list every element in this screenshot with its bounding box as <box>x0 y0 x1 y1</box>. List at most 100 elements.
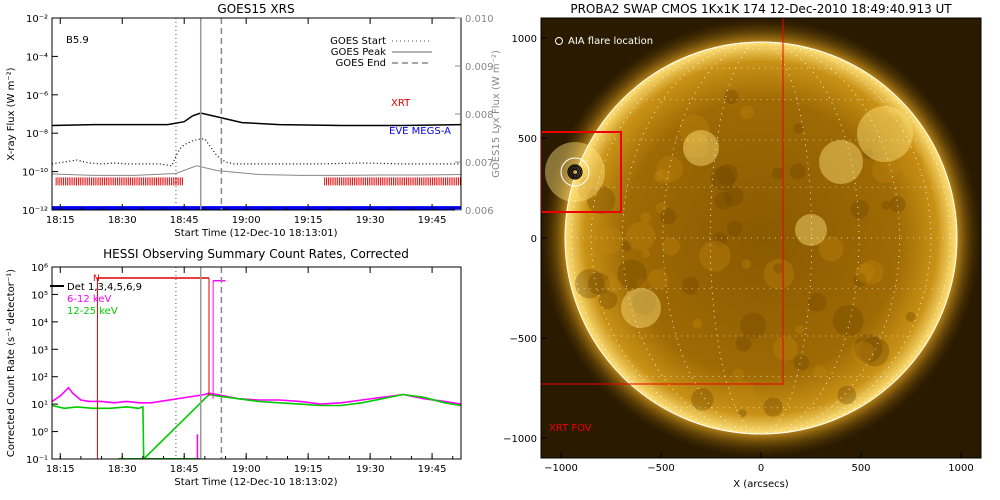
swap-ytick-label: −500 <box>510 334 537 345</box>
solar-texture-blob <box>793 354 810 371</box>
solar-texture-blob <box>854 334 883 363</box>
solar-texture-blob <box>710 166 735 191</box>
legend-6-12: 6-12 keV <box>67 294 111 305</box>
goes-panel: GOES15 XRS 18:15 18:30 18:45 19:00 19:15 19:3… <box>6 2 502 239</box>
hessi-ytick-label: 10⁻¹ <box>26 455 48 466</box>
solar-texture-blob <box>832 305 864 337</box>
solar-texture-blob <box>837 385 857 405</box>
solar-texture-blob <box>575 269 605 299</box>
hessi-ytick-label: 10¹ <box>31 400 48 411</box>
solar-texture-blob <box>818 236 844 262</box>
swap-title: PROBA2 SWAP CMOS 1Kx1K 174 12-Dec-2010 1… <box>570 2 952 16</box>
goes-xtick-label: 18:45 <box>170 215 199 226</box>
swap-axes: −1000 −500 0 500 1000 −1000 −500 0 500 1000 <box>503 34 974 474</box>
longitude-line <box>662 41 860 435</box>
goes-y2tick-label: 0.009 <box>465 62 494 73</box>
goes-ytick-label: 10⁻⁶ <box>26 91 48 102</box>
solar-texture-blob <box>732 368 744 380</box>
goes-lya-line <box>52 165 461 176</box>
swap-ytick-label: −1000 <box>503 434 537 445</box>
eve-label: EVE MEGS-A <box>389 126 451 137</box>
solar-texture-blob <box>724 89 739 105</box>
goes-ytick-label: 10⁻² <box>26 14 48 25</box>
solar-texture-blob <box>598 290 618 310</box>
hessi-ytick-label: 10⁰ <box>31 428 48 439</box>
goes-xtick-label: 19:30 <box>356 215 385 226</box>
solar-texture-blob <box>723 186 744 207</box>
goes-y2tick-label: 0.007 <box>465 158 494 169</box>
legend-det: Det 1,3,4,5,6,9 <box>67 282 142 293</box>
swap-image <box>541 18 981 458</box>
hessi-title: HESSI Observing Summary Count Rates, Cor… <box>103 247 409 261</box>
solar-texture-blob <box>735 335 752 352</box>
solar-texture-blob <box>795 325 805 334</box>
solar-texture-blob <box>660 208 677 225</box>
xrt-fov-label: XRT FOV <box>549 423 592 434</box>
solar-disk <box>565 42 957 434</box>
solar-texture-blob <box>586 185 616 215</box>
swap-ytick-label: 500 <box>518 134 537 145</box>
solar-texture-blob <box>656 156 683 183</box>
goes-plot-area <box>52 18 461 210</box>
aia-flare-location-circle <box>560 157 590 187</box>
solar-texture-blob <box>789 163 806 180</box>
solar-texture-blob <box>740 312 767 339</box>
solar-texture-blob <box>773 336 798 361</box>
hessi-contour <box>567 164 583 180</box>
aia-flare-symbol <box>555 37 563 45</box>
hessi-xtick-label: 18:15 <box>46 464 75 475</box>
solar-texture-blob <box>850 200 869 219</box>
solar-texture-blob <box>681 277 700 295</box>
solar-texture-blob <box>716 164 738 186</box>
hessi-ytick-label: 10² <box>31 373 48 384</box>
solar-texture-blob <box>626 221 656 251</box>
hessi-xtick-label: 19:45 <box>418 464 447 475</box>
solar-texture-blob <box>605 276 622 293</box>
hessi-contour <box>571 168 579 176</box>
goes-y2tick-label: 0.006 <box>465 206 494 217</box>
swap-panel: PROBA2 SWAP CMOS 1Kx1K 174 12-Dec-2010 1… <box>503 2 982 490</box>
solar-texture-blob <box>771 167 784 180</box>
legend-goes-start: GOES Start <box>330 36 386 47</box>
solar-limb <box>564 41 958 435</box>
goes-xtick-label: 18:15 <box>46 215 75 226</box>
hessi-ytick-label: 10⁵ <box>31 290 48 301</box>
solar-texture-blob <box>859 259 884 285</box>
goes-y2tick-label: 0.008 <box>465 110 494 121</box>
solar-texture-blob <box>679 114 709 145</box>
goes-xtick-label: 18:30 <box>108 215 137 226</box>
hessi-xtick-label: 19:30 <box>356 464 385 475</box>
longitude-line <box>590 41 932 435</box>
hessi-12-25-line <box>52 393 461 459</box>
solar-texture-blob <box>859 336 890 367</box>
solar-texture-blob <box>587 272 610 295</box>
solar-texture-blob <box>617 259 647 290</box>
hessi-plot-area <box>52 267 461 459</box>
solar-texture-blob <box>656 201 668 214</box>
solar-texture-blob <box>862 149 873 160</box>
goes-axes: 18:15 18:30 18:45 19:00 19:15 19:30 19:45 10⁻¹²… <box>22 14 494 226</box>
flare-zoom-box <box>541 131 622 213</box>
goes-xtick-label: 19:15 <box>294 215 323 226</box>
hessi-contour <box>568 165 582 179</box>
solar-texture-blob <box>852 341 875 364</box>
solar-texture-blob <box>699 240 731 272</box>
swap-ytick-label: 0 <box>531 234 537 245</box>
hessi-axes: 18:15 18:30 18:45 19:00 19:15 19:30 19:45 10⁻¹ 1… <box>26 263 454 475</box>
aia-flare-annotation: AIA flare location <box>568 36 653 47</box>
solar-texture-blob <box>664 89 678 103</box>
active-region <box>795 214 827 246</box>
solar-texture-blob <box>683 132 710 159</box>
swap-xtick-label: 1000 <box>948 463 973 474</box>
goes-xtick-label: 19:00 <box>232 215 261 226</box>
solar-texture-blob <box>577 176 601 200</box>
solar-texture-blob <box>807 292 827 312</box>
xrt-label: XRT <box>391 98 411 109</box>
solar-texture-blob <box>726 220 743 237</box>
solar-texture-blob <box>793 123 804 134</box>
goes-ytick-label: 10⁻¹² <box>22 206 48 217</box>
goes-xlabel: Start Time (12-Dec-10 18:13:01) <box>174 228 337 239</box>
hessi-contour <box>570 167 580 177</box>
solar-texture-blob <box>855 263 875 283</box>
solar-texture-blob <box>741 259 752 269</box>
